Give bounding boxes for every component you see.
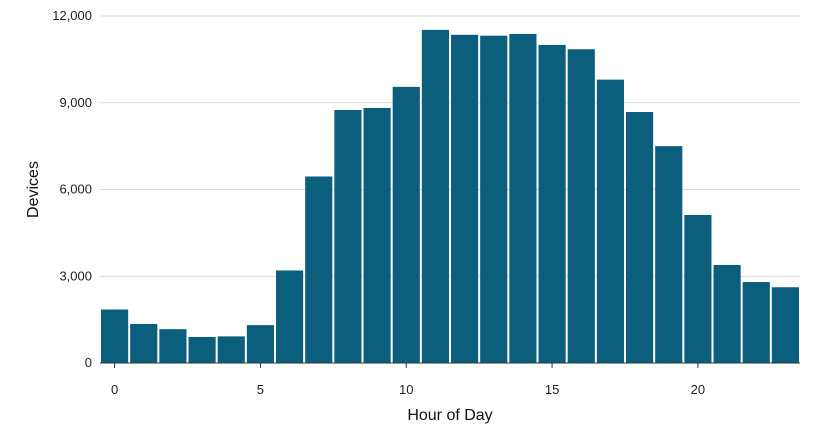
- y-tick-label: 3,000: [59, 268, 92, 283]
- x-tick-label: 0: [111, 382, 118, 397]
- bar-hour-18: [626, 112, 654, 364]
- bar-hour-4: [217, 336, 245, 363]
- gridlines: [100, 15, 800, 277]
- bars: [101, 29, 799, 364]
- bar-hour-2: [159, 329, 187, 363]
- x-tick-label: 20: [691, 382, 705, 397]
- bar-hour-13: [480, 35, 508, 364]
- bar-hour-20: [684, 214, 712, 363]
- y-axis-ticks: 0 3,000 6,000 9,000 12,000: [52, 8, 92, 370]
- bar-hour-16: [567, 49, 595, 364]
- bar-hour-11: [421, 29, 449, 363]
- x-tick-label: 5: [257, 382, 264, 397]
- bar-hour-8: [334, 109, 362, 364]
- y-tick-label: 6,000: [59, 182, 92, 197]
- bar-hour-6: [276, 270, 304, 363]
- bar-hour-23: [771, 287, 799, 363]
- bar-hour-3: [188, 336, 216, 363]
- bar-hour-9: [363, 107, 391, 363]
- x-axis-title: Hour of Day: [407, 407, 492, 424]
- bar-hour-1: [130, 323, 158, 363]
- y-tick-label: 12,000: [52, 8, 92, 23]
- bar-hour-0: [101, 309, 129, 363]
- y-axis-title: Devices: [25, 161, 42, 218]
- bar-hour-17: [596, 79, 624, 363]
- x-tick-label: 10: [399, 382, 413, 397]
- bar-hour-10: [392, 86, 420, 364]
- y-tick-label: 9,000: [59, 95, 92, 110]
- bar-hour-15: [538, 44, 566, 364]
- bar-hour-7: [305, 176, 333, 363]
- bar-hour-12: [451, 34, 479, 363]
- y-tick-label: 0: [85, 355, 92, 370]
- x-axis-ticks: 0 5 10 15 20: [111, 363, 705, 397]
- bar-hour-14: [509, 33, 537, 363]
- x-tick-label: 15: [545, 382, 559, 397]
- bar-hour-21: [713, 264, 741, 363]
- bar-hour-22: [742, 282, 770, 363]
- bar-hour-5: [246, 325, 274, 363]
- bar-hour-19: [655, 146, 683, 363]
